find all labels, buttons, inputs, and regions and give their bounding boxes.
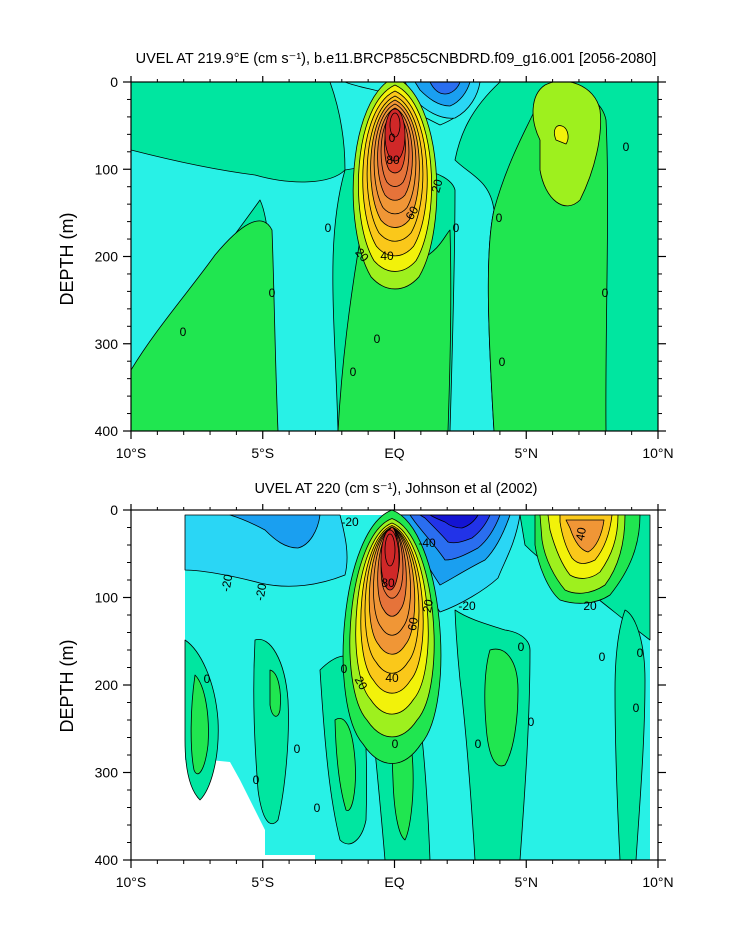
- x-tick-label: 10°S: [116, 874, 147, 890]
- contour-label: 0: [453, 221, 460, 235]
- contour-label: 0: [392, 737, 399, 751]
- contour-label: 0: [204, 672, 211, 686]
- contour-label: 0: [637, 646, 644, 660]
- x-tick-label: 5°N: [515, 445, 539, 461]
- contour-label: -40: [418, 536, 436, 550]
- contour-region: [269, 669, 281, 717]
- contour-region: [334, 718, 356, 811]
- x-tick-label: 10°S: [116, 445, 147, 461]
- contour-label: 0: [389, 131, 396, 145]
- contour-label: 0: [350, 365, 357, 379]
- contour-label: -20: [253, 582, 270, 602]
- y-tick-label: 400: [95, 423, 119, 439]
- contour-label: 0: [633, 701, 640, 715]
- contour-label: 0: [518, 640, 525, 654]
- contour-label: 20: [429, 177, 446, 194]
- y-tick-label: 200: [95, 249, 119, 265]
- y-tick-label: 100: [95, 590, 119, 606]
- contour-label: 20: [352, 674, 371, 693]
- contour-label: 0: [475, 737, 482, 751]
- contour-label: 80: [381, 576, 395, 590]
- contour-label: 0: [374, 332, 381, 346]
- x-tick-label: EQ: [384, 874, 404, 890]
- contour-label: 0: [499, 355, 506, 369]
- y-tick-label: 0: [110, 502, 118, 518]
- contour-label: 0: [294, 742, 301, 756]
- contour-label: 0: [325, 221, 332, 235]
- contour-region: [614, 609, 646, 860]
- contour-region: [229, 514, 321, 549]
- contour-label: 0: [602, 286, 609, 300]
- x-tick-label: 10°N: [642, 445, 673, 461]
- x-tick-label: 5°N: [515, 874, 539, 890]
- contour-label: 20: [420, 598, 436, 614]
- contour-region: [532, 82, 601, 207]
- contour-region: [253, 638, 289, 825]
- panel-top: UVEL AT 219.9°E (cm s⁻¹), b.e11.BRCP85C5…: [57, 51, 674, 461]
- contour-region: [484, 648, 519, 767]
- y-tick-label: 200: [95, 677, 119, 693]
- x-tick-label: 5°S: [251, 445, 274, 461]
- panel-bottom-title: UVEL AT 220 (cm s⁻¹), Johnson et al (200…: [254, 481, 537, 497]
- y-tick-label: 300: [95, 336, 119, 352]
- x-tick-label: EQ: [384, 445, 404, 461]
- contour-label: 0: [623, 140, 630, 154]
- contour-label: 40: [573, 526, 589, 542]
- contour-region: [429, 514, 479, 529]
- contour-region: [190, 674, 209, 775]
- contour-label: 20: [583, 599, 597, 613]
- y-tick-label: 300: [95, 765, 119, 781]
- y-tick-label: 400: [95, 852, 119, 868]
- contour-label: -20: [458, 599, 476, 613]
- contour-label: -20: [341, 515, 359, 529]
- contour-label: 0: [180, 325, 187, 339]
- contour-label: 60: [405, 616, 421, 632]
- contour-region: [131, 220, 279, 431]
- contour-label: 0: [496, 211, 503, 225]
- contour-label: 0: [314, 801, 321, 815]
- contour-label: 80: [386, 153, 400, 167]
- panel-top-ylabel: DEPTH (m): [57, 213, 77, 306]
- contour-label: 0: [599, 650, 606, 664]
- x-tick-label: 10°N: [642, 874, 673, 890]
- panel-bottom: UVEL AT 220 (cm s⁻¹), Johnson et al (200…: [57, 481, 674, 890]
- contour-label: 40: [385, 671, 399, 685]
- x-tick-label: 5°S: [251, 874, 274, 890]
- contour-region: [565, 519, 605, 553]
- contour-region: [131, 82, 346, 183]
- contour-label: 40: [380, 249, 394, 263]
- contour-label: 0: [341, 662, 348, 676]
- contour-region: [429, 82, 461, 95]
- contour-label: 0: [269, 286, 276, 300]
- y-tick-label: 0: [110, 74, 118, 90]
- contour-region: [389, 112, 401, 138]
- contour-label: 0: [253, 773, 260, 787]
- contour-label: 0: [528, 715, 535, 729]
- panel-bottom-ylabel: DEPTH (m): [57, 640, 77, 733]
- panel-top-title: UVEL AT 219.9°E (cm s⁻¹), b.e11.BRCP85C5…: [136, 51, 657, 67]
- contour-region: [384, 533, 396, 567]
- contour-label: -20: [219, 573, 236, 593]
- contour-region: [554, 125, 569, 145]
- y-tick-label: 100: [95, 161, 119, 177]
- contour-label: 60: [403, 203, 422, 222]
